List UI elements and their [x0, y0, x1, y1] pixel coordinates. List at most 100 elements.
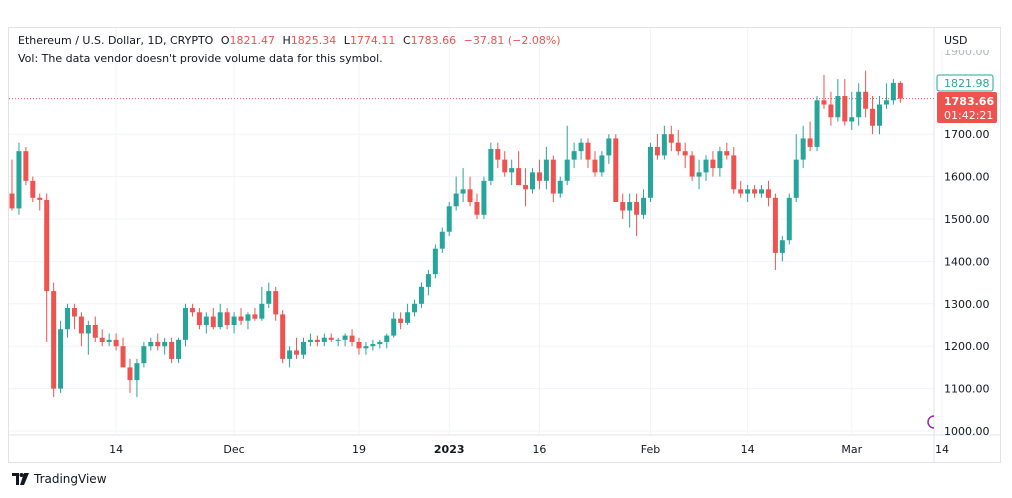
- candle-body: [543, 159, 549, 181]
- candle-body: [821, 100, 827, 105]
- low-label: L: [343, 34, 350, 47]
- candle-body: [418, 286, 424, 304]
- candle: [418, 282, 424, 309]
- candle-body: [585, 142, 591, 160]
- candle: [141, 341, 147, 368]
- candle: [703, 155, 709, 181]
- candle: [828, 91, 834, 126]
- x-tick-label: 14: [935, 443, 949, 456]
- y-tick-label: 1400.00: [944, 255, 990, 268]
- chart-frame: [8, 27, 1001, 463]
- candle-body: [405, 312, 411, 323]
- candle-body: [287, 350, 293, 359]
- candle: [252, 308, 258, 321]
- candle: [821, 74, 827, 109]
- candle-body: [85, 325, 91, 334]
- y-tick-label: 1600.00: [944, 171, 990, 184]
- prev-close-value: 1821.98: [944, 77, 990, 90]
- candle-body: [835, 96, 841, 118]
- candle-body: [384, 335, 390, 342]
- candle-body: [439, 231, 445, 249]
- candle: [897, 81, 903, 103]
- candle: [92, 316, 98, 342]
- candle-body: [564, 159, 570, 181]
- candle-body: [613, 138, 619, 203]
- candle-body: [495, 149, 501, 160]
- candle: [231, 312, 237, 334]
- candle-body: [647, 146, 653, 198]
- candle-body: [724, 151, 730, 156]
- candle: [134, 358, 140, 398]
- x-tick-label: Feb: [641, 443, 660, 456]
- candle: [85, 320, 91, 355]
- candle: [543, 146, 549, 190]
- candle-body: [92, 325, 98, 338]
- candle: [585, 138, 591, 169]
- candle: [370, 339, 376, 351]
- candle: [238, 308, 244, 325]
- candle: [453, 176, 459, 211]
- candle-body: [481, 180, 487, 215]
- candle: [863, 70, 869, 118]
- candle: [606, 134, 612, 164]
- candle: [564, 125, 570, 186]
- candle-body: [398, 318, 404, 323]
- candle-body: [259, 303, 265, 319]
- ohlc-legend: Ethereum / U.S. Dollar, 1D, CRYPTO O1821…: [18, 34, 561, 47]
- candle: [536, 159, 542, 190]
- candle: [800, 125, 806, 169]
- candle-body: [314, 339, 320, 342]
- candle-body: [238, 316, 244, 321]
- candles: [9, 70, 903, 398]
- candle: [502, 151, 508, 177]
- candle: [266, 282, 272, 309]
- candle: [530, 168, 535, 194]
- currency-label: USD: [944, 34, 968, 47]
- candle: [696, 159, 702, 190]
- candle: [176, 337, 182, 364]
- candle: [474, 193, 480, 219]
- candle: [183, 303, 188, 347]
- candle: [287, 346, 293, 368]
- candle: [523, 168, 529, 207]
- candle: [717, 146, 723, 177]
- candle-body: [169, 341, 175, 359]
- symbol-title: Ethereum / U.S. Dollar, 1D, CRYPTO: [18, 34, 214, 47]
- tradingview-brand[interactable]: TradingView: [12, 472, 107, 486]
- candle: [772, 193, 778, 270]
- candle-body: [786, 197, 792, 241]
- candle-body: [106, 339, 112, 342]
- candle: [710, 151, 716, 177]
- candle: [668, 125, 674, 152]
- candle: [51, 282, 57, 398]
- candle-body: [155, 341, 161, 347]
- candle-body: [731, 155, 737, 190]
- close-label: C: [402, 34, 411, 47]
- candle-body: [606, 138, 612, 156]
- candle: [883, 83, 889, 109]
- candle: [432, 244, 438, 279]
- candle-body: [550, 159, 556, 194]
- candle-body: [294, 350, 300, 355]
- candle-body: [356, 341, 362, 349]
- candle: [113, 333, 119, 351]
- candle-body: [342, 335, 348, 340]
- candle-body: [231, 316, 237, 325]
- x-tick-label: 2023: [434, 443, 465, 456]
- candle: [842, 79, 848, 126]
- candle: [78, 312, 84, 347]
- candle: [682, 142, 688, 169]
- candle: [120, 337, 126, 368]
- x-tick-label: Mar: [841, 443, 862, 456]
- candle-body: [682, 151, 688, 156]
- candle: [314, 335, 320, 347]
- candle: [835, 79, 841, 122]
- candle-body: [502, 159, 508, 173]
- candle: [779, 235, 785, 262]
- x-tick-label: Dec: [223, 443, 244, 456]
- candle: [300, 337, 306, 359]
- candle: [273, 286, 279, 321]
- candle: [689, 151, 695, 181]
- candle: [405, 303, 411, 325]
